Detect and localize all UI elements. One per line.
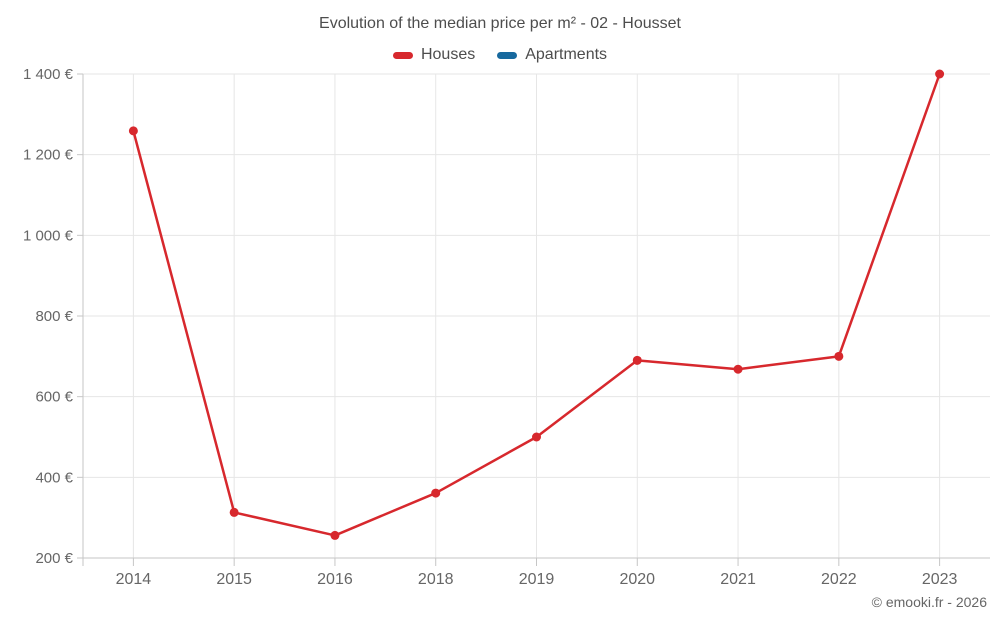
data-point-houses-2015[interactable] <box>229 507 239 517</box>
chart-title: Evolution of the median price per m² - 0… <box>319 15 681 32</box>
legend-swatch-apartments <box>497 51 518 59</box>
legend-item-houses[interactable]: Houses <box>392 46 476 64</box>
x-axis-label: 2016 <box>317 571 353 588</box>
data-point-houses-2019[interactable] <box>532 432 541 442</box>
y-axis-label: 1 400 € <box>23 66 74 83</box>
data-point-houses-2016[interactable] <box>330 530 340 540</box>
data-point-houses-2020[interactable] <box>632 355 642 365</box>
credit-link[interactable]: © emooki.fr - 2026 <box>871 594 987 610</box>
y-axis-label: 600 € <box>35 389 73 406</box>
legend-label-houses: Houses <box>420 46 476 63</box>
x-axis-label: 2014 <box>116 571 152 588</box>
x-axis-label: 2020 <box>619 571 655 588</box>
x-axis-label: 2019 <box>519 571 555 588</box>
x-axis-label: 2021 <box>720 571 756 588</box>
data-point-houses-2021[interactable] <box>733 364 743 374</box>
data-point-houses-2023[interactable] <box>935 69 945 79</box>
x-axis-label: 2023 <box>922 571 958 588</box>
data-point-houses-2014[interactable] <box>128 126 138 136</box>
x-axis-label: 2022 <box>821 571 857 588</box>
legend-label-apartments: Apartments <box>525 46 608 63</box>
legend: Houses Apartments <box>0 46 1000 64</box>
x-axis-label: 2015 <box>216 571 252 588</box>
y-axis-label: 400 € <box>35 469 73 486</box>
data-point-houses-2022[interactable] <box>834 351 844 361</box>
x-axis-label: 2018 <box>418 571 454 588</box>
y-axis-label: 200 € <box>35 550 73 567</box>
legend-item-apartments[interactable]: Apartments <box>497 46 607 64</box>
y-axis-label: 800 € <box>35 308 73 325</box>
y-axis-label: 1 000 € <box>23 227 74 244</box>
data-point-houses-2018[interactable] <box>431 488 441 498</box>
legend-swatch-houses <box>392 51 413 59</box>
y-axis-label: 1 200 € <box>23 147 74 164</box>
